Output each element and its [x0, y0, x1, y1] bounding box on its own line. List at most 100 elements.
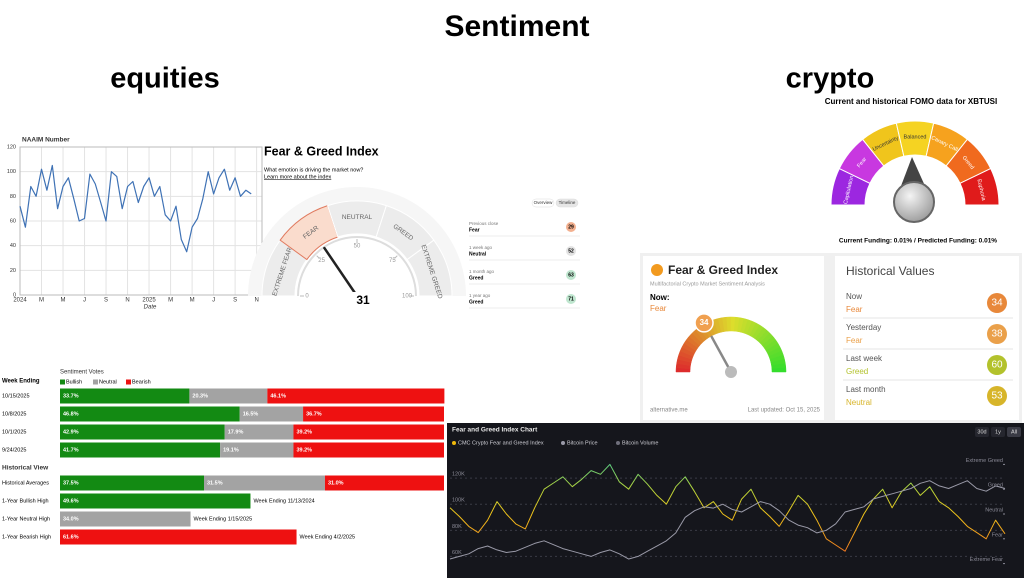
- x-tick-label: 2024: [13, 298, 27, 304]
- bar-segment: [60, 424, 225, 440]
- history-status: Neutral: [469, 251, 487, 257]
- gauge-needle: [323, 246, 359, 298]
- value-label: 19.1%: [223, 447, 239, 453]
- category-label: 10/8/2025: [2, 411, 26, 417]
- gauge-tick: [316, 255, 320, 259]
- gauge-tick-label: 75: [389, 258, 396, 264]
- x-axis-label: Date: [144, 305, 157, 311]
- crypto-chart-panel: [447, 423, 1024, 578]
- legend-label: Bearish: [132, 379, 151, 385]
- tab[interactable]: [531, 198, 555, 208]
- gauge-tick-label: 100: [402, 294, 413, 300]
- gauge-updated: Last updated: Oct 15, 2025: [748, 408, 821, 414]
- y-tick-label: 60K: [452, 550, 462, 556]
- bar-segment: [293, 424, 444, 440]
- band-label: NEUTRAL: [342, 214, 373, 221]
- y-tick-label: 120K: [452, 472, 465, 478]
- history-status: Fear: [846, 305, 863, 314]
- history-status: Greed: [469, 299, 483, 305]
- history-value: 34: [991, 298, 1003, 309]
- category-label: 9/24/2025: [2, 447, 26, 453]
- gauge-needle: [710, 335, 733, 374]
- x-tick-label: S: [104, 298, 108, 304]
- range-button-label[interactable]: All: [1011, 429, 1017, 435]
- history-value: 53: [991, 391, 1003, 402]
- bar-segment: [293, 442, 444, 458]
- category-label: 1-Year Bearish High: [2, 534, 51, 540]
- value-box: [345, 292, 371, 308]
- value-label: 61.6%: [63, 534, 79, 540]
- history-status: Greed: [469, 275, 483, 281]
- gauge-subtitle: Multifactorial Crypto Market Sentiment A…: [650, 281, 765, 287]
- y-tick-label: 80K: [452, 524, 462, 530]
- gauge-tick-label: 25: [318, 258, 325, 264]
- value-label: 46.1%: [270, 393, 286, 399]
- legend-label: Neutral: [99, 379, 117, 385]
- fomo-band-label: Euphoria: [975, 179, 986, 203]
- history-status: Fear: [846, 336, 863, 345]
- y-tick-label: 60: [10, 218, 16, 224]
- x-tick-label: S: [233, 298, 237, 304]
- section-label: equities: [110, 63, 220, 95]
- y-tick-label: 0: [13, 292, 16, 298]
- range-button[interactable]: [991, 427, 1005, 437]
- chart-title: NAAIM Number: [22, 137, 70, 144]
- value-label: 31.5%: [207, 480, 223, 486]
- history-label: Last week: [846, 354, 883, 363]
- range-button-label[interactable]: 1y: [995, 429, 1001, 435]
- legend-label: Bitcoin Volume: [622, 440, 658, 446]
- x-tick-label: 2025: [142, 298, 156, 304]
- range-button[interactable]: [1007, 427, 1021, 437]
- bar-segment: [224, 424, 294, 440]
- history-badge: [987, 293, 1007, 313]
- history-value: 38: [991, 329, 1003, 340]
- x-tick-label: M: [190, 298, 195, 304]
- x-tick-label: N: [125, 298, 129, 304]
- legend-label: Bullish: [66, 379, 82, 385]
- bar-note: Week Ending 11/13/2024: [253, 498, 314, 504]
- page-title: Sentiment: [444, 10, 589, 43]
- x-tick-label: M: [39, 298, 44, 304]
- tab[interactable]: [555, 198, 579, 208]
- range-button-label[interactable]: 30d: [977, 429, 986, 435]
- history-badge: [566, 294, 576, 304]
- history-value: 29: [568, 224, 574, 230]
- y2-tick-label: Neutral: [985, 507, 1003, 513]
- legend-swatch: [60, 379, 65, 385]
- category-header: Week Ending: [2, 379, 40, 385]
- value-label: 36.7%: [306, 411, 322, 417]
- gauge-source: alternative.me: [650, 408, 688, 414]
- y2-tick-label: Fear: [992, 532, 1003, 538]
- gauge-link[interactable]: Learn more about the index: [264, 174, 332, 180]
- tab-label[interactable]: Timeline: [559, 200, 576, 205]
- gauge-subtitle: What emotion is driving the market now?: [264, 167, 363, 173]
- category-label: Historical Averages: [2, 480, 49, 486]
- x-tick-label: J: [83, 298, 86, 304]
- x-tick-label: N: [254, 298, 258, 304]
- history-badge: [987, 324, 1007, 344]
- range-button[interactable]: [975, 427, 989, 437]
- history-status: Greed: [846, 367, 868, 376]
- bar-segment: [267, 388, 445, 404]
- y-tick-label: 120: [7, 144, 16, 150]
- gauge-tick-label: 0: [305, 294, 309, 300]
- value-label: 39.2%: [296, 447, 312, 453]
- value-label: 49.6%: [63, 498, 79, 504]
- y-tick-label: 80: [10, 194, 16, 200]
- fomo-band-label: Balanced: [904, 134, 927, 140]
- history-badge: [566, 246, 576, 256]
- bitcoin-icon: [651, 264, 663, 276]
- value-label: 37.5%: [63, 480, 79, 486]
- tab-label[interactable]: Overview: [534, 200, 554, 205]
- legend-label: CMC Crypto Fear and Greed Index: [458, 440, 544, 446]
- legend-swatch: [93, 379, 98, 385]
- value-label: 39.2%: [296, 429, 312, 435]
- fomo-band-label: Fear: [856, 156, 868, 169]
- bar-note: Week Ending 1/15/2025: [194, 516, 253, 522]
- chart-title: Sentiment Votes: [60, 370, 104, 376]
- y2-tick-label: Extreme Fear: [970, 557, 1003, 563]
- history-status: Fear: [469, 227, 480, 233]
- value-label: 34.0%: [63, 516, 79, 522]
- fomo-footer: Current Funding: 0.01% / Predicted Fundi…: [839, 238, 997, 245]
- category-label: 1-Year Bullish High: [2, 498, 49, 504]
